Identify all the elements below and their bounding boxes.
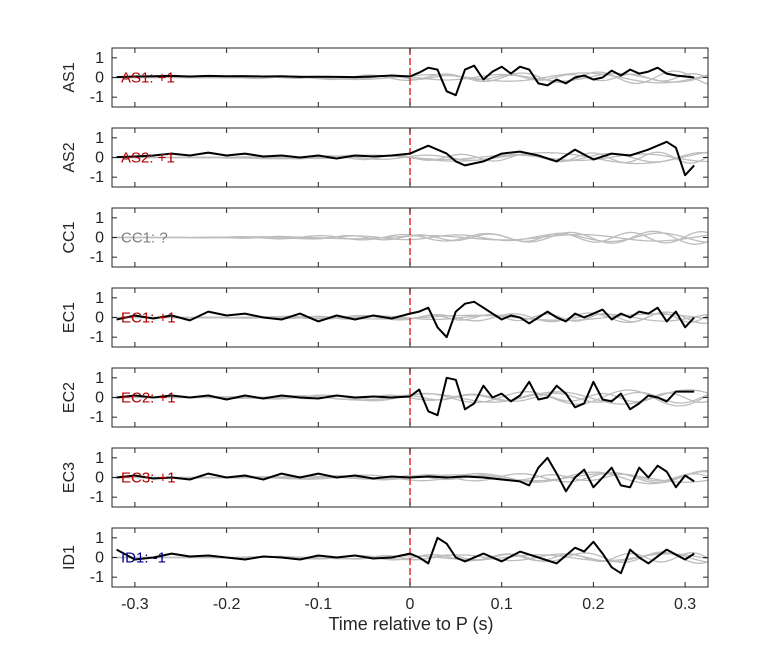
panel-ec2: -1 0 1 EC2 EC2: +1 <box>61 367 709 428</box>
y-axis-label-id1: ID1 <box>61 545 78 570</box>
x-tick-label: -0.3 <box>121 596 149 613</box>
y-tick-label: 0 <box>95 150 104 167</box>
y-tick-label: 0 <box>95 550 104 567</box>
x-axis-label: Time relative to P (s) <box>328 614 493 634</box>
station-label-as1: AS1: +1 <box>121 70 175 87</box>
y-tick-label: -1 <box>90 249 104 266</box>
y-tick-label: -1 <box>90 329 104 346</box>
y-axis-label-cc1: CC1 <box>61 221 78 253</box>
y-tick-label: 1 <box>95 130 104 147</box>
station-label-cc1: CC1: ? <box>121 230 168 247</box>
y-tick-label: 1 <box>95 290 104 307</box>
x-tick-label: 0.1 <box>491 596 513 613</box>
y-tick-label: -1 <box>90 89 104 106</box>
trace-as1 <box>116 64 695 97</box>
x-tick-label: 0.2 <box>582 596 604 613</box>
station-label-id1: ID1: -1 <box>121 550 166 567</box>
trace-ec1 <box>116 300 695 339</box>
y-tick-label: 0 <box>95 470 104 487</box>
y-axis-label-ec2: EC2 <box>61 382 78 413</box>
panel-as1: -1 0 1 AS1 AS1: +1 <box>61 47 709 108</box>
shared-x-axis: -0.3 -0.2 -0.1 0 0.1 0.2 0.3 <box>121 596 696 613</box>
panel-as2: -1 0 1 AS2 AS2: +1 <box>61 127 709 188</box>
x-tick-label: 0.3 <box>674 596 696 613</box>
y-tick-label: 0 <box>95 390 104 407</box>
y-tick-label: 1 <box>95 530 104 547</box>
background-trace <box>112 151 708 165</box>
panel-ec1: -1 0 1 EC1 EC1: +1 <box>61 287 709 348</box>
y-tick-label: -1 <box>90 409 104 426</box>
y-tick-label: -1 <box>90 489 104 506</box>
y-axis-label-ec1: EC1 <box>61 302 78 333</box>
y-axis-label-as2: AS2 <box>61 142 78 172</box>
x-tick-label: 0 <box>406 596 415 613</box>
station-label-ec3: EC3: +1 <box>121 470 176 487</box>
y-tick-label: 0 <box>95 310 104 327</box>
x-tick-label: -0.1 <box>305 596 333 613</box>
y-axis-label-ec3: EC3 <box>61 462 78 493</box>
y-tick-label: 0 <box>95 230 104 247</box>
y-tick-label: -1 <box>90 569 104 586</box>
panel-stack: -1 0 1 AS1 AS1: +1 -1 0 1 AS2 AS2: +1 -1 0 1 CC1 CC1: … <box>61 47 709 588</box>
trace-ec3 <box>116 456 695 493</box>
y-axis-label-as1: AS1 <box>61 62 78 92</box>
y-tick-label: 1 <box>95 450 104 467</box>
panel-cc1: -1 0 1 CC1 CC1: ? <box>61 207 709 268</box>
trace-ec2 <box>116 376 695 417</box>
trace-as2 <box>116 140 695 177</box>
background-traces <box>112 151 708 165</box>
y-tick-label: -1 <box>90 169 104 186</box>
panel-id1: -1 0 1 ID1 ID1: -1 <box>61 527 709 588</box>
y-tick-label: 0 <box>95 70 104 87</box>
station-label-ec1: EC1: +1 <box>121 310 176 327</box>
station-label-as2: AS2: +1 <box>121 150 175 167</box>
y-tick-label: 1 <box>95 210 104 227</box>
station-label-ec2: EC2: +1 <box>121 390 176 407</box>
y-tick-label: 1 <box>95 370 104 387</box>
y-tick-label: 1 <box>95 50 104 67</box>
panel-ec3: -1 0 1 EC3 EC3: +1 <box>61 447 709 508</box>
trace-id1 <box>116 536 695 575</box>
x-tick-label: -0.2 <box>213 596 241 613</box>
